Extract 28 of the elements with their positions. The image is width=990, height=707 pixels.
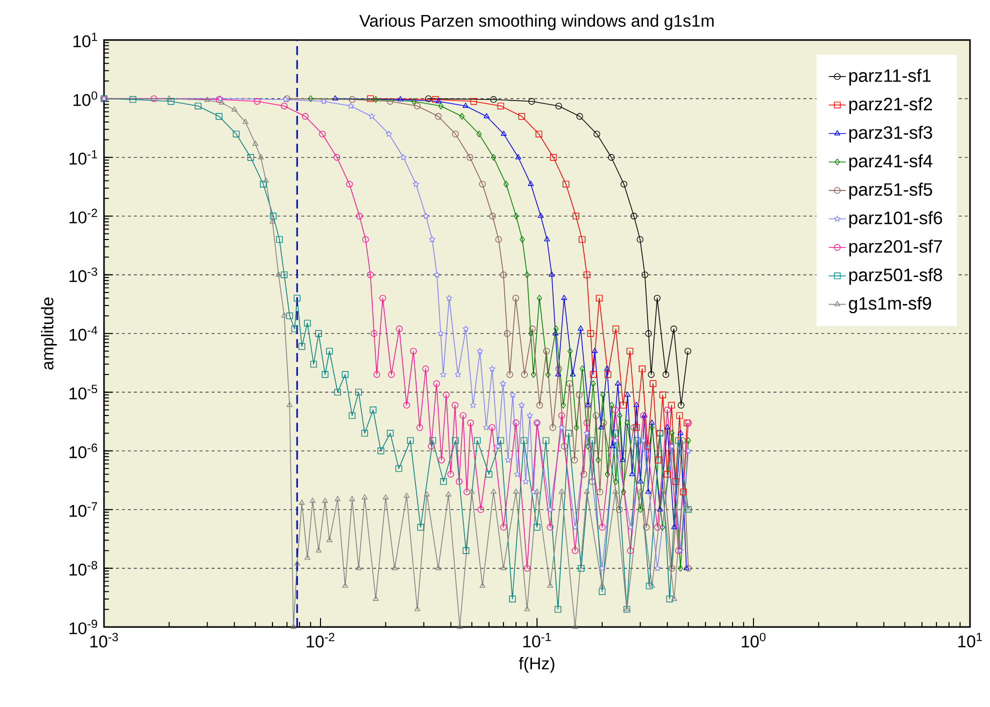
y-tick-label: 10$^{-6}$ <box>70 444 98 458</box>
legend-label: parz201-sf7 <box>849 240 942 256</box>
legend-label: parz41-sf4 <box>849 154 932 171</box>
y-tick-label: 10$^{-9}$ <box>70 620 98 634</box>
y-tick-label: 10$^{-2}$ <box>70 208 98 224</box>
y-tick-label: 10$^{-8}$ <box>70 560 98 576</box>
y-tick-label: 10$^{-4}$ <box>70 326 98 341</box>
y-tick-label: 10$^{-1}$ <box>70 150 98 165</box>
legend-label: parz501-sf8 <box>849 268 942 285</box>
y-tick-label: 10$^{0}$ <box>74 91 98 106</box>
legend-label: parz11-sf1 <box>849 68 931 86</box>
legend-label: parz51-sf5 <box>849 182 932 200</box>
chart-title: Various Parzen smoothing windows and g1s1m <box>359 14 714 30</box>
legend-label: parz21-sf2 <box>849 97 932 114</box>
legend-label: parz31-sf3 <box>849 126 932 142</box>
x-tick-label: 10$^{-2}$ <box>306 632 334 648</box>
x-tick-label: 10$^{-3}$ <box>90 632 118 648</box>
legend-label: parz101-sf6 <box>849 211 942 228</box>
x-axis-title: f(Hz) <box>518 657 554 673</box>
x-tick-label: 10$^{-1}$ <box>523 632 551 648</box>
y-axis-title: amplitude <box>41 298 57 370</box>
legend-label: g1s1m-sf9 <box>848 296 932 314</box>
y-tick-label: 10$^{-3}$ <box>70 267 98 282</box>
x-tick-label: 10$^{1}$ <box>958 632 982 648</box>
y-tick-label: 10$^{-7}$ <box>70 502 98 517</box>
y-tick-label: 10$^{-5}$ <box>70 384 98 400</box>
y-tick-label: 10$^{1}$ <box>74 32 98 48</box>
x-tick-label: 10$^{0}$ <box>742 632 766 648</box>
